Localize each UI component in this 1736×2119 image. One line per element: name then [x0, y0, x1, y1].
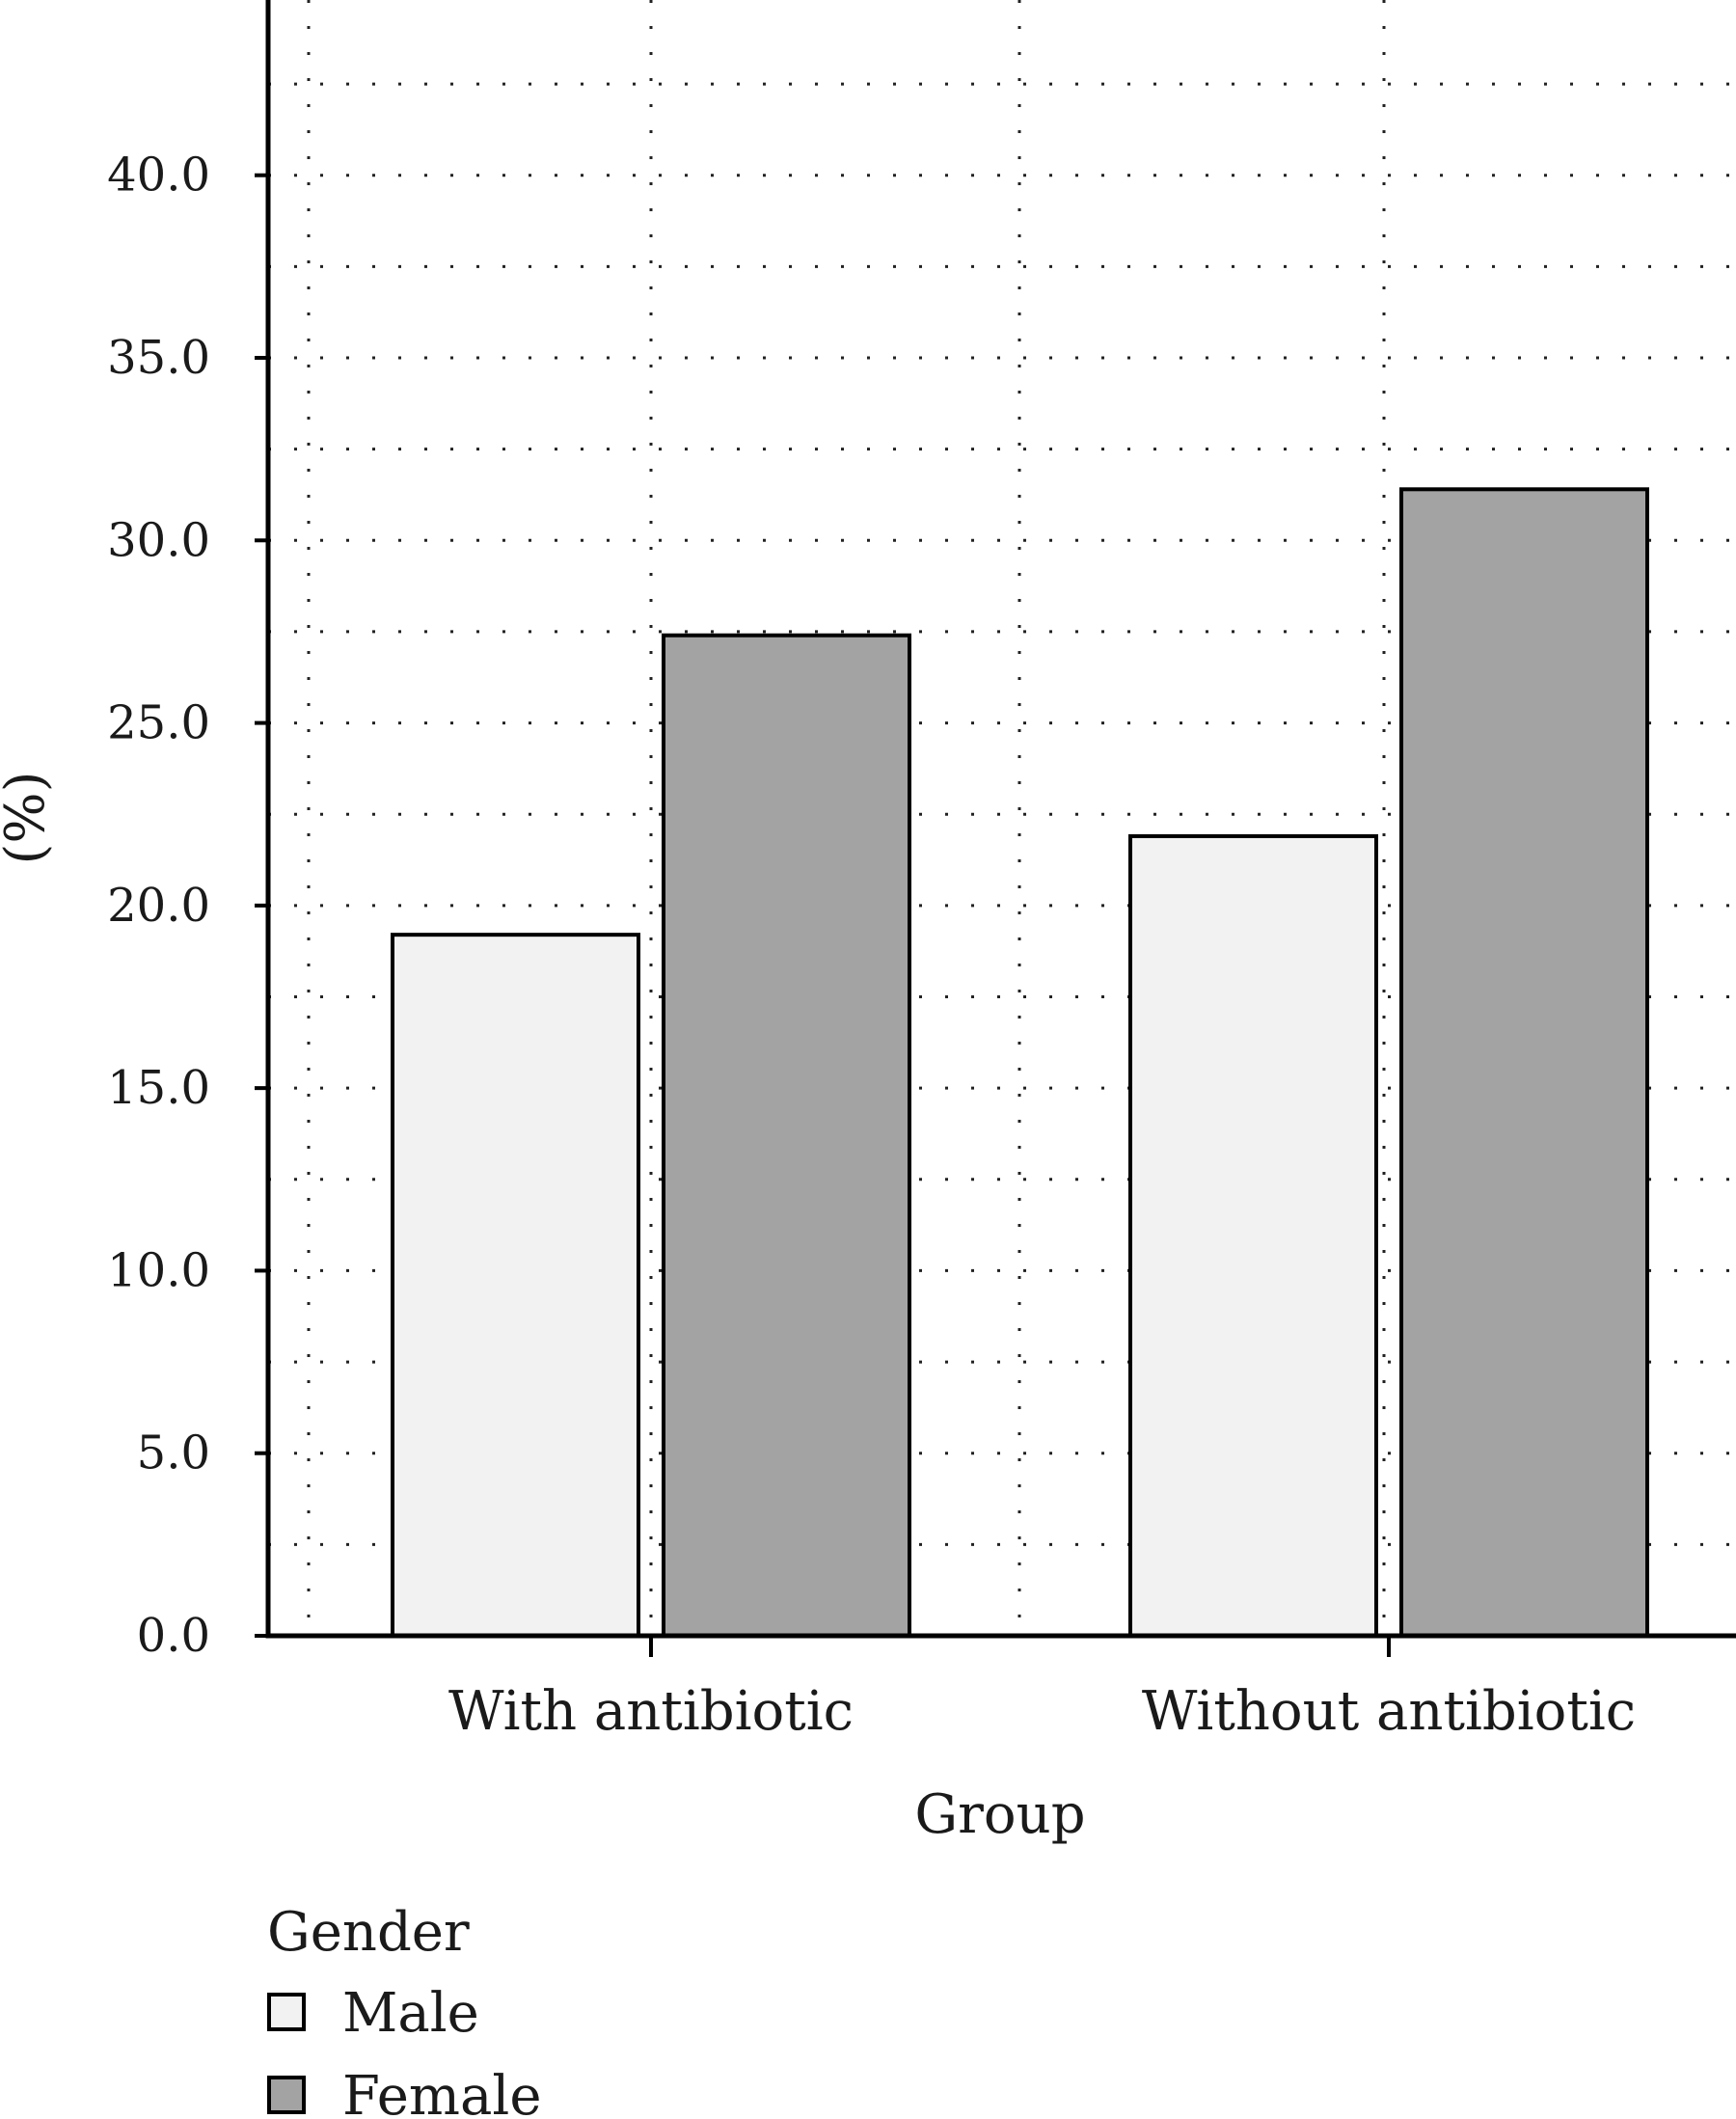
y-tick-label: 10.0	[107, 1243, 210, 1297]
bars	[391, 487, 1649, 1639]
x-tick-label: With antibiotic	[448, 1680, 854, 1743]
x-axis-title: Group	[914, 1783, 1085, 1846]
x-axis: With antibiotic Without antibiotic	[448, 1636, 1636, 1743]
y-tick-label: 30.0	[107, 513, 210, 567]
plot-border	[265, 0, 1736, 1639]
y-tick-label: 0.0	[137, 1609, 210, 1663]
y-axis: 0.0 5.0 10.0 15.0 20.0 25.0 30.0 35.0 40.0	[107, 149, 268, 1663]
y-tick-label: 25.0	[107, 696, 210, 750]
x-tick-label: Without antibiotic	[1142, 1680, 1636, 1743]
legend-swatch-female	[267, 2076, 306, 2114]
legend-title: Gender	[267, 1901, 470, 1964]
y-tick-label: 35.0	[107, 331, 210, 385]
y-axis-title: (%)	[0, 772, 57, 865]
bar-male-2	[1128, 833, 1378, 1638]
legend-label-male: Male	[342, 1982, 479, 2045]
bar-female-1	[662, 633, 911, 1639]
legend-label-female: Female	[342, 2065, 541, 2119]
y-tick-label: 15.0	[107, 1061, 210, 1115]
y-tick-label: 5.0	[137, 1426, 210, 1481]
legend: Gender Male Female	[267, 1901, 541, 2119]
plot-frame	[265, 0, 1736, 1639]
bar-male-1	[391, 933, 640, 1638]
bar-female-2	[1399, 487, 1649, 1638]
y-tick-label: 20.0	[107, 879, 210, 933]
legend-swatch-male	[267, 1993, 306, 2031]
y-tick-label: 40.0	[107, 149, 210, 203]
